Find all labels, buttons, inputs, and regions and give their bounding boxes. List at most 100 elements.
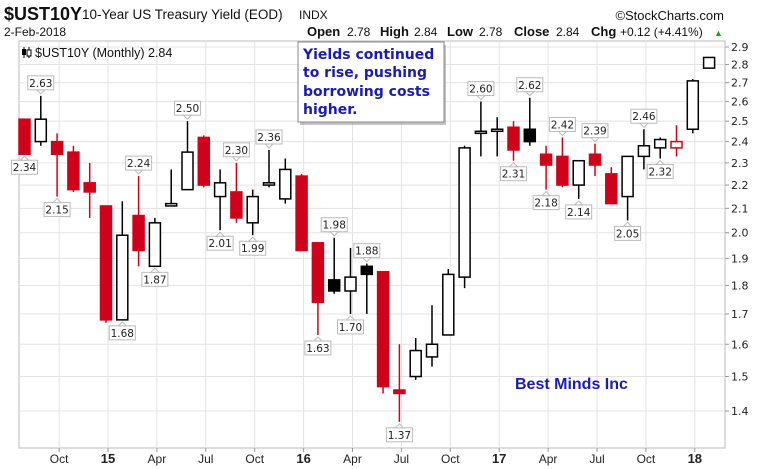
y-tick-label: 2.1 <box>731 202 749 215</box>
candle-body <box>637 145 651 158</box>
candle-body <box>425 343 439 358</box>
candle <box>474 101 488 157</box>
value-label: 1.88 <box>353 243 381 263</box>
legend: $UST10Y (Monthly) 2.84 <box>22 46 172 60</box>
value-label: 2.39 <box>581 123 609 143</box>
ohlc-readout: Open 2.78 High 2.84 Low 2.78 Close 2.84 … <box>307 24 723 39</box>
candle <box>572 159 585 199</box>
candle <box>442 268 455 336</box>
candle-body <box>164 202 178 207</box>
candle <box>556 137 569 188</box>
candle-body <box>50 140 64 155</box>
candle-body <box>474 130 488 135</box>
low-label: Low <box>447 24 474 39</box>
candle-body <box>556 155 569 186</box>
value-label: 2.60 <box>467 81 495 101</box>
candle-body <box>360 265 374 276</box>
value-label: 1.98 <box>320 217 348 237</box>
value-label-pointer <box>182 114 193 120</box>
value-label-pointer <box>361 257 373 263</box>
x-tick-label: 18 <box>688 451 702 466</box>
candle-body <box>327 279 341 292</box>
value-label-text: 1.88 <box>355 246 378 258</box>
low-value: 2.78 <box>479 25 503 39</box>
candle <box>132 176 145 267</box>
candles <box>18 56 716 422</box>
value-label-pointer <box>638 122 650 128</box>
y-tick-label: 2.6 <box>731 96 749 109</box>
value-label-text: 2.36 <box>257 132 281 144</box>
x-tick-label: Jul <box>394 452 409 466</box>
value-label: 1.87 <box>141 267 169 287</box>
candle-body <box>279 168 292 200</box>
value-label: 2.32 <box>646 159 674 180</box>
value-label: 2.62 <box>516 77 544 97</box>
candle <box>425 305 439 367</box>
value-label-pointer <box>149 267 161 273</box>
value-label-text: 1.37 <box>388 430 411 442</box>
value-label: 2.31 <box>500 161 527 182</box>
candle-body <box>295 175 308 252</box>
value-label-text: 2.31 <box>502 169 525 181</box>
candle-body <box>311 242 325 304</box>
candle <box>686 79 700 134</box>
value-label: 2.42 <box>548 116 576 137</box>
y-tick-label: 1.9 <box>731 252 749 265</box>
value-label: 2.34 <box>11 155 38 175</box>
candle <box>230 162 243 223</box>
candle <box>360 263 374 314</box>
candle <box>621 155 634 221</box>
y-tick-label: 2.5 <box>731 115 749 128</box>
candle-body <box>148 222 162 268</box>
candle-body <box>539 153 553 166</box>
exchange: INDX <box>299 8 328 22</box>
candle-body <box>670 140 683 149</box>
candle-body <box>523 128 537 143</box>
x-tick-label: Apr <box>148 452 167 466</box>
y-tick-label: 1.5 <box>731 371 749 384</box>
candle <box>637 129 651 170</box>
value-label-text: 2.42 <box>551 119 574 131</box>
value-label: 2.50 <box>174 100 201 120</box>
value-label-pointer <box>231 156 242 162</box>
value-label-pointer <box>654 159 666 166</box>
value-label: 1.70 <box>337 315 364 335</box>
value-label-pointer <box>524 91 536 97</box>
candle <box>181 121 194 191</box>
candle-body <box>621 155 634 198</box>
candle-body <box>344 276 357 292</box>
value-label-text: 2.46 <box>632 111 656 123</box>
candle <box>18 118 31 155</box>
value-label-pointer <box>540 190 552 197</box>
value-label-pointer <box>247 236 258 242</box>
value-label-pointer <box>214 231 226 237</box>
watermark-text: Best Minds Inc <box>515 376 628 393</box>
candle-body <box>442 273 455 336</box>
up-arrow-icon: ▲ <box>714 28 723 38</box>
candle <box>50 133 64 197</box>
change-value: +0.12 (+4.41%) <box>620 25 703 39</box>
brand-logo: ©StockCharts.com <box>615 8 724 23</box>
value-label: 2.18 <box>532 190 560 211</box>
candle-body <box>653 138 667 149</box>
value-label-pointer <box>475 95 487 101</box>
candle <box>279 158 292 204</box>
candle <box>702 56 716 69</box>
legend-text: $UST10Y (Monthly) 2.84 <box>35 46 172 60</box>
y-tick-label: 2.0 <box>731 227 749 240</box>
candle-body <box>213 182 227 198</box>
candle-body <box>393 389 406 395</box>
candle <box>246 189 259 236</box>
candle <box>539 145 553 190</box>
value-label-text: 2.60 <box>469 84 492 96</box>
value-label-text: 2.15 <box>45 205 68 217</box>
value-label-pointer <box>508 161 519 168</box>
candle-body <box>116 234 129 321</box>
candle <box>490 117 504 157</box>
x-tick-label: 17 <box>492 451 506 466</box>
value-label-text: 2.32 <box>649 167 672 179</box>
candle-body <box>34 118 48 143</box>
x-tick-label: Apr <box>539 452 558 466</box>
candle <box>507 121 520 161</box>
x-tick-label: Jul <box>198 452 213 466</box>
